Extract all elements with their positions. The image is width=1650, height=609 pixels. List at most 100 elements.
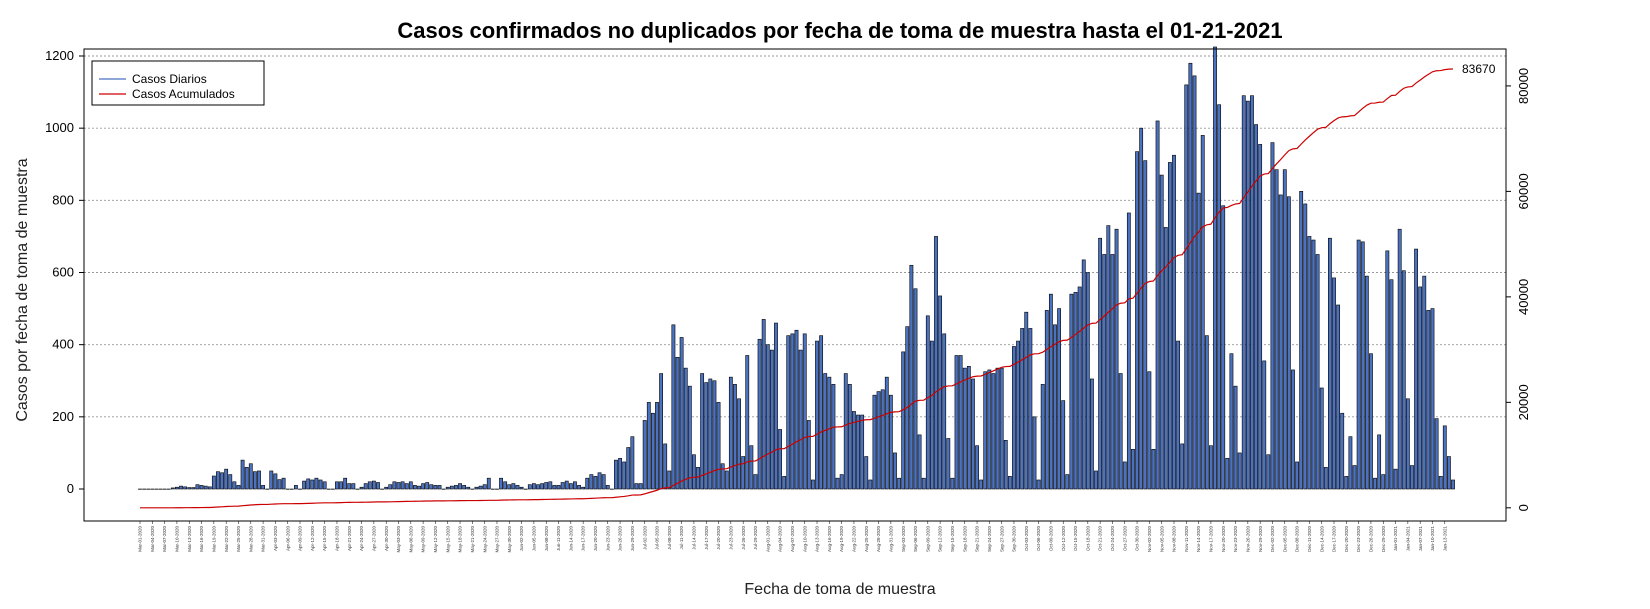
bar [761, 319, 766, 490]
bar [1405, 398, 1410, 490]
bar [786, 335, 791, 490]
x-tick-label: Jun-11-2020 [556, 526, 561, 551]
bar [679, 337, 684, 490]
bar [1114, 228, 1119, 490]
y-tick-label: 600 [52, 265, 74, 280]
bar [429, 484, 434, 490]
bar [798, 349, 803, 490]
bar [687, 385, 692, 490]
bar [1422, 275, 1427, 490]
bar [1077, 286, 1082, 490]
bar [1348, 436, 1353, 490]
bar [745, 355, 750, 490]
bar [306, 478, 311, 490]
bar [339, 481, 343, 490]
x-tick-label: Mar-31-2020 [261, 526, 266, 552]
bar [413, 485, 417, 490]
bar [511, 483, 516, 490]
x-tick-label: Dec-08-2020 [1295, 526, 1300, 553]
bar [396, 482, 401, 490]
bar [765, 344, 770, 490]
x-tick-label: May-27-2020 [495, 526, 500, 553]
bar [548, 481, 553, 490]
x-tick-label: Jun-17-2020 [581, 526, 586, 552]
x-tick-label: Dec-23-2020 [1356, 526, 1361, 553]
bar [302, 480, 307, 490]
bar [408, 481, 413, 490]
bar [794, 329, 799, 490]
y-tick-label: 200 [52, 409, 74, 424]
bar [449, 485, 454, 490]
y-tick-label: 400 [52, 337, 74, 352]
x-tick-label: Apr-24-2020 [359, 526, 364, 552]
bar [224, 468, 229, 490]
x-tick-label: Jan-10-2021 [1430, 526, 1435, 552]
bar [1102, 254, 1107, 490]
x-tick-label: Jun-02-2020 [519, 526, 524, 552]
bar [683, 367, 688, 490]
x-tick-label: Apr-18-2020 [335, 526, 340, 552]
bar [659, 373, 664, 490]
bar [556, 485, 561, 490]
bar [1172, 154, 1176, 490]
x-tick-label: Apr-06-2020 [285, 526, 290, 552]
bar [1410, 465, 1414, 490]
x-tick-label: Oct-18-2020 [1085, 526, 1090, 552]
bar [577, 485, 581, 490]
y-tick-label: 1000 [45, 120, 74, 135]
bar [774, 322, 778, 490]
bar [503, 481, 508, 490]
bar [1250, 95, 1254, 490]
x-tick-label: Mar-07-2020 [162, 526, 167, 552]
x-tick-label: Mar-13-2020 [187, 526, 192, 552]
bar [950, 477, 955, 490]
bar [363, 483, 368, 490]
bars [138, 46, 1455, 490]
bar [675, 356, 680, 490]
x-axis: Mar-01-2020 Mar-04-2020 Mar-07-2020 Mar-10-… [138, 521, 1447, 553]
bar [769, 349, 774, 490]
bar [856, 414, 860, 490]
bar [712, 380, 717, 490]
chart-title: Casos confirmados no duplicados por fech… [397, 18, 1282, 43]
x-tick-label: Dec-20-2020 [1344, 526, 1349, 553]
y2-tick-label: 80000 [1516, 68, 1531, 104]
x-tick-label: Jul-20-2020 [716, 526, 721, 550]
bar [277, 479, 282, 490]
bar [876, 391, 881, 490]
bar [1373, 477, 1377, 490]
bar [868, 479, 873, 490]
bar [207, 486, 212, 490]
y-tick-label: 1200 [45, 48, 74, 63]
bar [1028, 328, 1033, 490]
bar [954, 355, 959, 490]
bar [1295, 461, 1299, 490]
bar [1303, 203, 1308, 490]
grid [84, 55, 1506, 418]
x-tick-label: Jul-08-2020 [667, 526, 672, 550]
x-tick-label: Oct-27-2020 [1122, 526, 1127, 552]
x-tick-label: Apr-30-2020 [384, 526, 389, 552]
x-tick-label: Nov-05-2020 [1159, 526, 1164, 553]
bar [203, 485, 208, 490]
bar [1090, 378, 1094, 490]
bar [564, 480, 569, 490]
bar [929, 340, 934, 490]
bar [597, 472, 602, 490]
x-tick-label: Mar-19-2020 [211, 526, 216, 552]
bar [335, 481, 339, 490]
bar [1003, 439, 1008, 490]
bar [991, 373, 996, 490]
bar [388, 484, 393, 490]
bar [359, 486, 364, 490]
bar [568, 483, 573, 490]
x-tick-label: Aug-04-2020 [778, 526, 783, 553]
bar [573, 481, 577, 490]
bar [1024, 311, 1029, 490]
bar [1356, 239, 1361, 490]
bar [630, 436, 635, 490]
bar [240, 459, 245, 490]
x-tick-label: May-03-2020 [396, 526, 401, 553]
bar [1282, 169, 1287, 490]
